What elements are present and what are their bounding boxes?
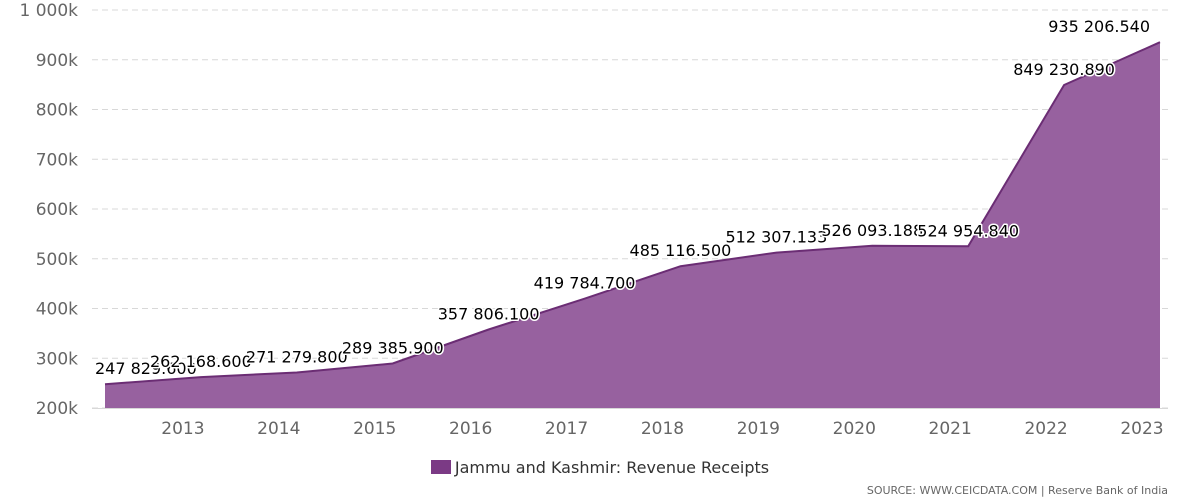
data-label: 289 385.900	[342, 339, 444, 358]
y-tick-label: 800k	[36, 101, 78, 121]
y-tick-label: 600k	[36, 200, 78, 220]
data-label: 247 829.600	[95, 359, 197, 378]
series-area-fill	[105, 42, 1160, 408]
x-tick-label: 2021	[929, 419, 972, 439]
legend-swatch	[430, 460, 451, 474]
series-line	[104, 41, 1161, 386]
series-area	[104, 41, 1161, 408]
data-label: 524 954.840	[917, 221, 1019, 240]
y-tick-label: 1 000k	[19, 1, 78, 21]
x-tick-label: 2013	[161, 419, 204, 439]
data-label: 271 279.800	[246, 348, 348, 367]
x-tick-label: 2018	[641, 419, 684, 439]
data-label: 485 116.500	[630, 241, 732, 260]
y-tick-label: 900k	[36, 51, 78, 71]
y-axis: 200k 300k 400k 500k 600k 700k 800k 900k 1 000k	[19, 1, 78, 419]
x-axis: 2013 2014 2015 2016 2017 2018 2019 2020 2021 2022…	[92, 408, 1168, 439]
data-label: 849 230.890	[1013, 60, 1115, 79]
data-label: 357 806.100	[438, 304, 540, 323]
x-tick-label: 2015	[353, 419, 396, 439]
data-label: 935 206.540	[1048, 17, 1150, 36]
x-tick-label: 2016	[449, 419, 492, 439]
data-label: 512 307.133	[725, 228, 827, 247]
x-tick-label: 2022	[1024, 419, 1067, 439]
y-tick-label: 300k	[36, 349, 78, 369]
x-tick-label: 2020	[833, 419, 876, 439]
data-label: 526 093.188	[821, 221, 923, 240]
x-tick-label: 2017	[545, 419, 588, 439]
data-label: 419 784.700	[534, 274, 636, 293]
y-tick-label: 500k	[36, 250, 78, 270]
source-note: SOURCE: WWW.CEICDATA.COM | Reserve Bank …	[866, 484, 1168, 497]
y-tick-label: 400k	[36, 300, 78, 320]
legend[interactable]: Jammu and Kashmir: Revenue Receipts	[0, 458, 1200, 477]
x-tick-label: 2019	[737, 419, 780, 439]
legend-label: Jammu and Kashmir: Revenue Receipts	[454, 458, 770, 477]
x-tick-label: 2014	[257, 419, 300, 439]
data-label: 262 168.600	[150, 352, 252, 371]
x-tick-label: 2023	[1120, 419, 1163, 439]
y-tick-label: 200k	[36, 399, 78, 419]
y-tick-label: 700k	[36, 150, 78, 170]
